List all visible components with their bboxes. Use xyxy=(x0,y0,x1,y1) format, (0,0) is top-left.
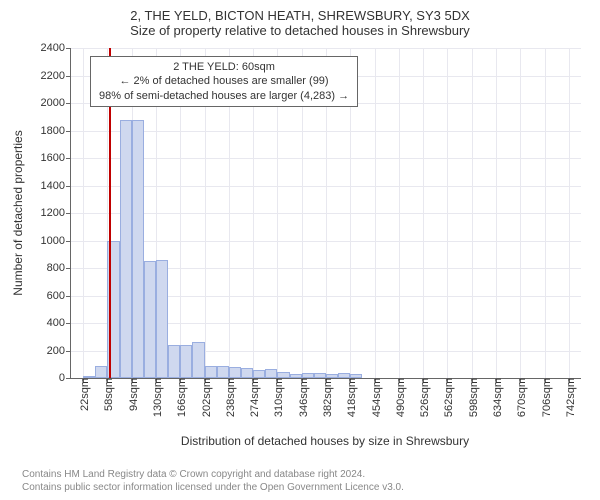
callout-line3: 98% of semi-detached houses are larger (… xyxy=(99,89,349,103)
y-tick-label: 2400 xyxy=(41,42,71,54)
histogram-bar xyxy=(217,366,229,378)
footer-line1: Contains HM Land Registry data © Crown c… xyxy=(22,468,404,481)
y-tick-label: 400 xyxy=(47,317,71,329)
gridline-v xyxy=(423,48,424,378)
x-tick-label: 130sqm xyxy=(148,378,164,417)
gridline-v xyxy=(569,48,570,378)
y-tick-label: 200 xyxy=(47,345,71,357)
y-tick-label: 2200 xyxy=(41,70,71,82)
x-tick-label: 526sqm xyxy=(415,378,431,417)
y-axis-label: Number of detached properties xyxy=(11,130,25,295)
gridline-v xyxy=(472,48,473,378)
chart-container: 2, THE YELD, BICTON HEATH, SHREWSBURY, S… xyxy=(0,0,600,500)
gridline-v xyxy=(447,48,448,378)
histogram-bar xyxy=(265,369,277,378)
histogram-bar xyxy=(350,374,362,378)
x-tick-label: 346sqm xyxy=(294,378,310,417)
x-tick-label: 94sqm xyxy=(124,378,140,411)
histogram-bar xyxy=(302,373,314,379)
x-tick-label: 454sqm xyxy=(367,378,383,417)
x-tick-label: 202sqm xyxy=(197,378,213,417)
gridline-v xyxy=(545,48,546,378)
x-tick-label: 742sqm xyxy=(561,378,577,417)
x-tick-label: 706sqm xyxy=(537,378,553,417)
x-tick-label: 310sqm xyxy=(269,378,285,417)
footer-note: Contains HM Land Registry data © Crown c… xyxy=(22,468,404,494)
histogram-bar xyxy=(338,373,350,379)
gridline-v xyxy=(83,48,84,378)
gridline-v xyxy=(375,48,376,378)
y-tick-label: 1000 xyxy=(41,235,71,247)
y-tick-label: 1800 xyxy=(41,125,71,137)
x-tick-label: 238sqm xyxy=(221,378,237,417)
histogram-bar xyxy=(156,260,168,378)
histogram-bar xyxy=(229,367,241,378)
chart-title-line2: Size of property relative to detached ho… xyxy=(0,23,600,38)
y-tick-label: 1600 xyxy=(41,152,71,164)
gridline-v xyxy=(399,48,400,378)
histogram-bar xyxy=(168,345,180,378)
histogram-bar xyxy=(314,373,326,378)
histogram-bar xyxy=(241,368,253,378)
histogram-bar xyxy=(120,120,132,379)
x-tick-label: 382sqm xyxy=(318,378,334,417)
x-tick-label: 490sqm xyxy=(391,378,407,417)
y-tick-label: 1400 xyxy=(41,180,71,192)
histogram-bar xyxy=(326,374,338,378)
histogram-bar xyxy=(144,261,156,378)
histogram-bar xyxy=(83,376,95,378)
y-tick-label: 1200 xyxy=(41,207,71,219)
y-tick-label: 600 xyxy=(47,290,71,302)
chart-title-line1: 2, THE YELD, BICTON HEATH, SHREWSBURY, S… xyxy=(0,0,600,23)
histogram-bar xyxy=(205,366,217,378)
x-tick-label: 22sqm xyxy=(75,378,91,411)
histogram-bar xyxy=(132,120,144,379)
x-axis-label: Distribution of detached houses by size … xyxy=(181,434,469,448)
x-tick-label: 418sqm xyxy=(342,378,358,417)
histogram-bar xyxy=(290,374,302,378)
histogram-bar xyxy=(277,372,289,378)
x-tick-label: 670sqm xyxy=(512,378,528,417)
footer-line2: Contains public sector information licen… xyxy=(22,481,404,494)
x-tick-label: 562sqm xyxy=(439,378,455,417)
histogram-bar xyxy=(253,370,265,378)
callout-box: 2 THE YELD: 60sqm ← 2% of detached house… xyxy=(90,56,358,107)
y-tick-label: 0 xyxy=(59,372,71,384)
x-tick-label: 634sqm xyxy=(488,378,504,417)
histogram-bar xyxy=(192,342,204,378)
y-tick-label: 800 xyxy=(47,262,71,274)
callout-line1: 2 THE YELD: 60sqm xyxy=(99,60,349,74)
gridline-v xyxy=(520,48,521,378)
y-tick-label: 2000 xyxy=(41,97,71,109)
callout-line2: ← 2% of detached houses are smaller (99) xyxy=(99,74,349,88)
x-tick-label: 58sqm xyxy=(99,378,115,411)
x-tick-label: 274sqm xyxy=(245,378,261,417)
histogram-bar xyxy=(180,345,192,378)
histogram-bar xyxy=(95,366,107,378)
gridline-v xyxy=(496,48,497,378)
x-tick-label: 598sqm xyxy=(464,378,480,417)
x-tick-label: 166sqm xyxy=(172,378,188,417)
